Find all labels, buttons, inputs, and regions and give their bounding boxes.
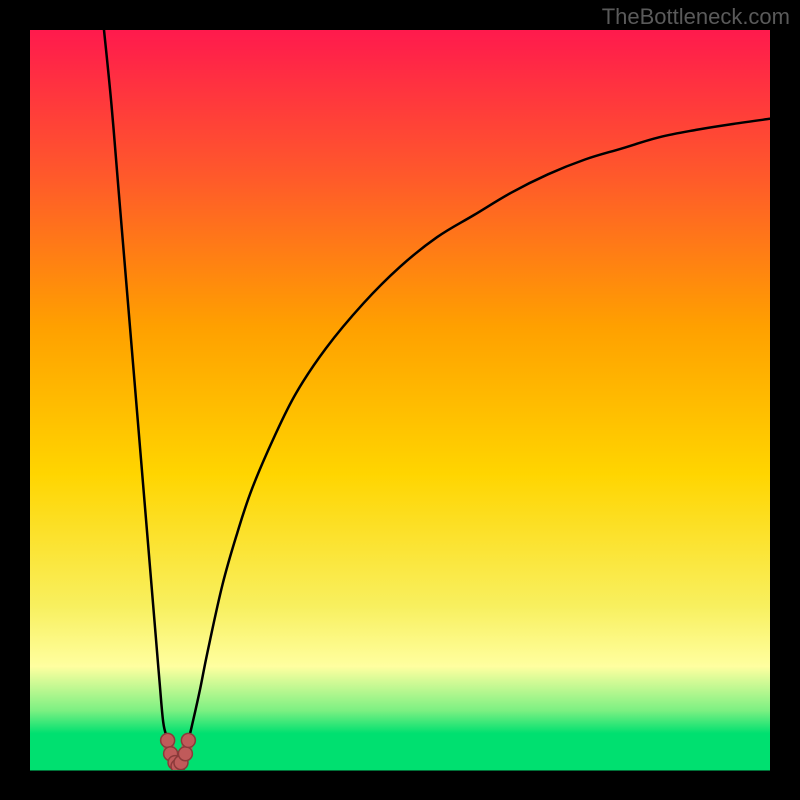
trough-marker: [161, 733, 175, 747]
trough-marker: [181, 733, 195, 747]
gradient-background: [30, 30, 770, 771]
bottleneck-chart: [0, 0, 800, 800]
trough-marker: [178, 747, 192, 761]
watermark-text: TheBottleneck.com: [602, 4, 790, 30]
chart-container: { "watermark": { "text": "TheBottleneck.…: [0, 0, 800, 800]
